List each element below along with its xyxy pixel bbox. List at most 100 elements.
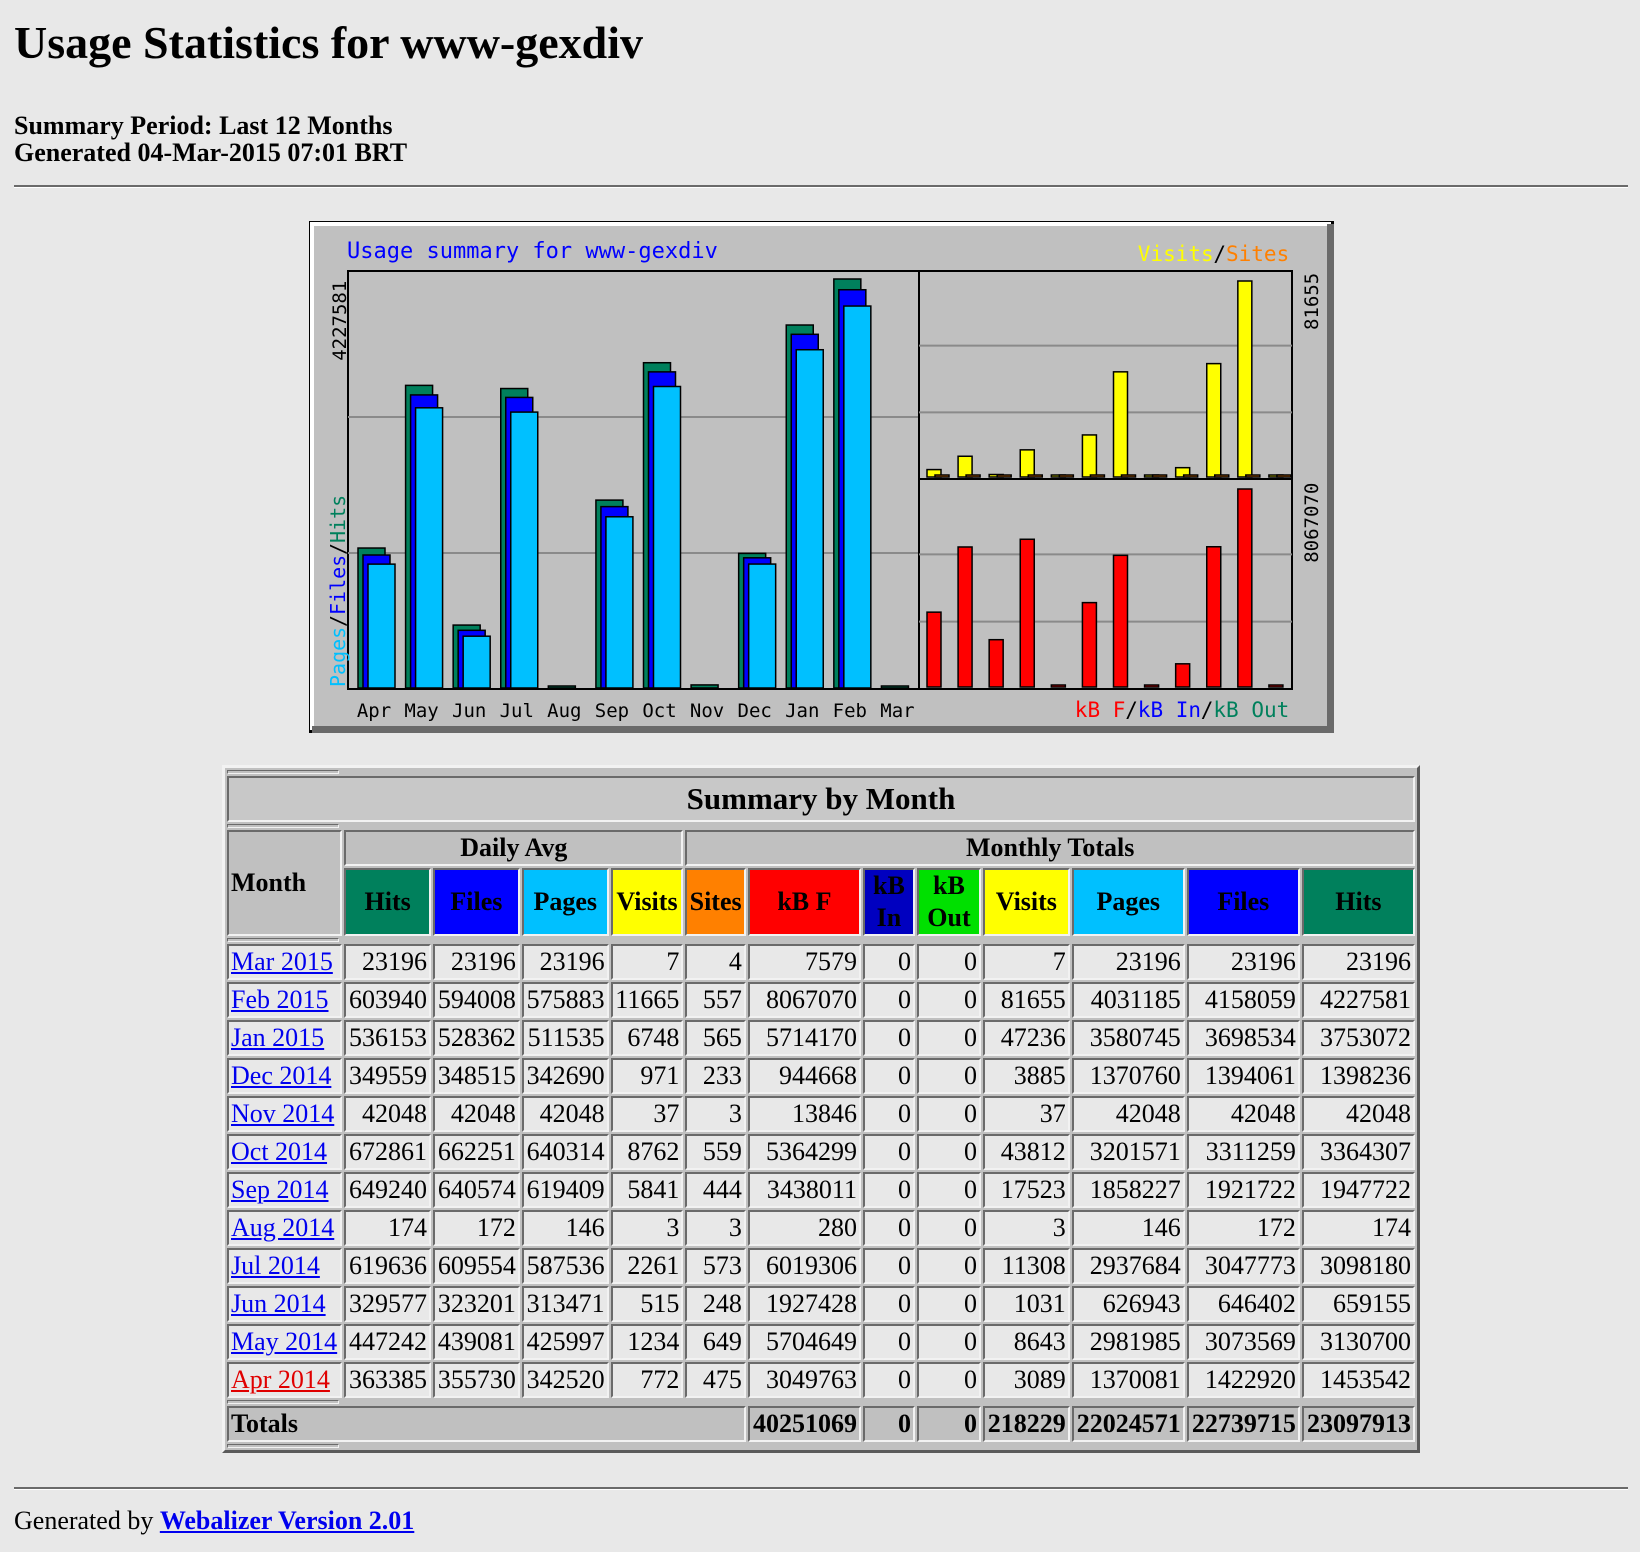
month-link[interactable]: Oct 2014 (231, 1137, 328, 1166)
cell-kbf: 13846 (747, 1096, 861, 1132)
month-link[interactable]: Mar 2015 (231, 947, 333, 976)
cell-kbout: 0 (916, 1286, 981, 1322)
x-tick-jul: Jul (500, 700, 534, 722)
header-monthly-pages: Pages (1071, 868, 1185, 936)
chart-title: Usage summary for www-gexdiv (347, 239, 718, 264)
cell-d-files: 23196 (433, 944, 520, 980)
cell-kbin: 0 (862, 982, 915, 1018)
left-axis-legend-2: Files (326, 555, 350, 615)
cell-kbout: 0 (916, 1210, 981, 1246)
cell-m-visits: 11308 (982, 1248, 1070, 1284)
table-row: Oct 2014 672861 662251 640314 8762 559 5364299… (227, 1134, 1415, 1170)
cell-kbin: 0 (862, 1210, 915, 1246)
cell-kbout: 0 (916, 982, 981, 1018)
totals-hits: 23097913 (1301, 1406, 1415, 1442)
cell-sites: 559 (685, 1134, 746, 1170)
table-row: Mar 2015 23196 23196 23196 7 4 7579 0 0 7 23196 231… (227, 944, 1415, 980)
cell-sites: 649 (685, 1324, 746, 1360)
table-row: Dec 2014 349559 348515 342690 971 233 944668 0 0… (227, 1058, 1415, 1094)
bar-visits-jul (1019, 449, 1035, 478)
month-link[interactable]: Sep 2014 (231, 1175, 329, 1204)
bar-kbf-feb (1237, 488, 1253, 688)
cell-m-hits: 4227581 (1301, 982, 1415, 1018)
x-tick-jun: Jun (452, 700, 486, 722)
bar-pages-dec (747, 563, 777, 689)
cell-kbf: 5714170 (747, 1020, 861, 1056)
bar-kbf-jan (1206, 546, 1222, 688)
month-cell: Feb 2015 (227, 982, 343, 1018)
bar-pages-jan (795, 348, 824, 689)
month-cell: Dec 2014 (227, 1058, 343, 1094)
cell-kbout: 0 (916, 1362, 981, 1398)
cell-m-hits: 1947722 (1301, 1172, 1415, 1208)
bar-sites-may (965, 474, 981, 478)
left-max-label: 4227581 (329, 281, 351, 361)
cell-d-hits: 363385 (344, 1362, 432, 1398)
cell-m-visits: 1031 (982, 1286, 1070, 1322)
cell-m-hits: 3098180 (1301, 1248, 1415, 1284)
cell-kbf: 944668 (747, 1058, 861, 1094)
month-link[interactable]: May 2014 (231, 1327, 338, 1356)
cell-d-visits: 37 (610, 1096, 684, 1132)
bottom-right-panel-box (918, 478, 1293, 690)
month-link[interactable]: Jan 2015 (231, 1023, 325, 1052)
cell-sites: 475 (685, 1362, 746, 1398)
bar-sites-mar (1276, 474, 1292, 478)
cell-kbf: 5364299 (747, 1134, 861, 1170)
cell-kbf: 3438011 (747, 1172, 861, 1208)
cell-d-files: 355730 (433, 1362, 520, 1398)
cell-d-visits: 5841 (610, 1172, 684, 1208)
cell-d-visits: 2261 (610, 1248, 684, 1284)
table-row: Feb 2015 603940 594008 575883 11665 557 806707… (227, 982, 1415, 1018)
cell-d-hits: 23196 (344, 944, 432, 980)
cell-m-pages: 3580745 (1071, 1020, 1185, 1056)
month-link[interactable]: Nov 2014 (231, 1099, 335, 1128)
x-tick-jan: Jan (785, 700, 819, 722)
cell-kbin: 0 (862, 1172, 915, 1208)
cell-d-hits: 174 (344, 1210, 432, 1246)
bar-kbf-aug (1050, 684, 1067, 688)
webalizer-link[interactable]: Webalizer Version 2.01 (159, 1506, 415, 1535)
cell-m-files: 42048 (1186, 1096, 1300, 1132)
bar-kbf-oct (1112, 554, 1129, 688)
cell-m-visits: 3885 (982, 1058, 1070, 1094)
bar-sites-jun (996, 474, 1012, 478)
month-link[interactable]: Jul 2014 (231, 1251, 320, 1280)
cell-kbf: 280 (747, 1210, 861, 1246)
cell-kbf: 7579 (747, 944, 861, 980)
usage-summary-chart: Usage summary for www-gexdiv 4227581 Pages… (309, 221, 1334, 733)
bar-kbf-nov (1143, 684, 1160, 688)
bar-visits-jan (1206, 362, 1222, 478)
month-link[interactable]: Feb 2015 (231, 985, 329, 1014)
month-cell: Jun 2014 (227, 1286, 343, 1322)
totals-kb-f: 40251069 (747, 1406, 861, 1442)
table-row: Sep 2014 649240 640574 619409 5841 444 3438011… (227, 1172, 1415, 1208)
month-link[interactable]: Jun 2014 (231, 1289, 326, 1318)
month-cell: Nov 2014 (227, 1096, 343, 1132)
left-axis-legend-0: Pages (326, 627, 350, 687)
bar-hits-mar (880, 685, 910, 689)
visits-sites-legend-0: Visits (1138, 242, 1214, 266)
month-link[interactable]: Aug 2014 (231, 1213, 335, 1242)
cell-d-pages: 342690 (521, 1058, 609, 1094)
cell-m-visits: 17523 (982, 1172, 1070, 1208)
table-row: Nov 2014 42048 42048 42048 37 3 13846 0 0 37 42048… (227, 1096, 1415, 1132)
bar-kbf-may (957, 546, 973, 688)
totals-label: Totals (227, 1406, 746, 1442)
cell-d-files: 172 (433, 1210, 520, 1246)
visits-max-label: 81655 (1301, 273, 1323, 330)
bar-hits-aug (547, 685, 577, 689)
cell-d-files: 42048 (433, 1096, 520, 1132)
cell-m-pages: 4031185 (1071, 982, 1185, 1018)
table-title: Summary by Month (227, 776, 1415, 822)
month-link[interactable]: Dec 2014 (231, 1061, 332, 1090)
bar-sites-oct (1120, 474, 1137, 478)
cell-m-pages: 3201571 (1071, 1134, 1185, 1170)
top-right-panel-box (918, 270, 1293, 480)
visits-sites-legend-2: Sites (1226, 242, 1289, 266)
bar-visits-sep (1081, 434, 1098, 478)
month-link[interactable]: Apr 2014 (231, 1365, 330, 1394)
bar-kbf-jul (1019, 538, 1035, 688)
bar-sites-jul (1027, 474, 1043, 478)
cell-kbin: 0 (862, 1134, 915, 1170)
